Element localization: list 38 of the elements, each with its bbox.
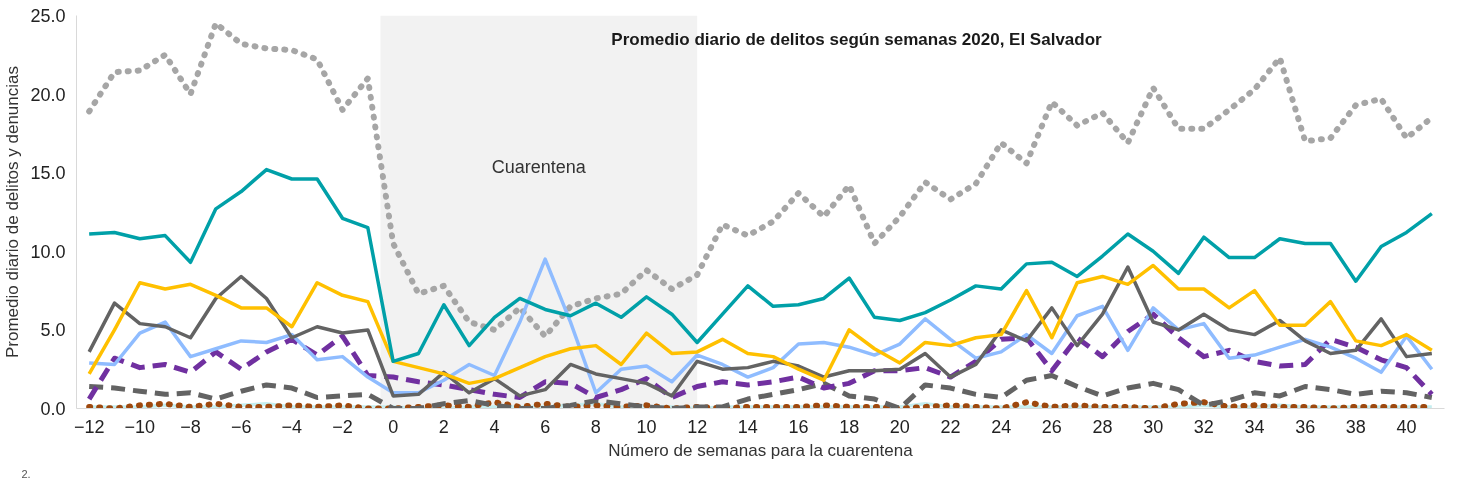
- y-tick-label: 15.0: [30, 163, 66, 184]
- text: Promedio diario de delitos según semanas 2020, El Salvador: [611, 29, 1103, 49]
- y-axis-title: Promedio diario de delitos y denuncias: [3, 65, 23, 358]
- text: 2.: [21, 467, 31, 480]
- y-tick-label: 10.0: [30, 241, 66, 262]
- x-tick-label: −4: [281, 416, 303, 437]
- x-tick-label: −2: [332, 416, 353, 437]
- band-label: Cuarentena: [491, 157, 587, 178]
- y-tick-label: 5.0: [40, 320, 66, 341]
- x-tick-label: 32: [1193, 416, 1214, 437]
- x-tick-label: 0: [388, 416, 399, 437]
- x-tick-label: 24: [991, 416, 1012, 437]
- x-tick-label: 18: [839, 416, 860, 437]
- x-tick-label: 10: [636, 416, 657, 437]
- x-tick-label: 4: [489, 416, 500, 437]
- x-tick-label: −12: [73, 416, 105, 437]
- x-tick-label: 28: [1092, 416, 1113, 437]
- x-tick-label: 14: [737, 416, 758, 437]
- x-tick-label: 26: [1041, 416, 1062, 437]
- x-tick-label: 16: [788, 416, 809, 437]
- y-tick-label: 20.0: [30, 84, 66, 105]
- y-tick-label: 25.0: [30, 6, 66, 26]
- x-tick-label: 36: [1295, 416, 1316, 437]
- y-tick-label: 0.0: [40, 399, 66, 419]
- x-tick-label: 22: [940, 416, 961, 437]
- x-tick-label: 20: [889, 416, 910, 437]
- x-axis-title: Número de semanas para la cuarentena: [608, 440, 914, 460]
- x-tick-label: 34: [1244, 416, 1265, 437]
- x-tick-label: 6: [540, 416, 551, 437]
- x-tick-label: −6: [230, 416, 252, 437]
- x-tick-label: 38: [1345, 416, 1366, 437]
- x-tick-label: −10: [124, 416, 156, 437]
- x-tick-label: 2: [438, 416, 449, 437]
- x-tick-label: 8: [590, 416, 601, 437]
- x-tick-label: 40: [1396, 416, 1417, 437]
- x-tick-label: −8: [180, 416, 201, 437]
- x-tick-label: 12: [687, 416, 708, 437]
- x-tick-label: 30: [1143, 416, 1164, 437]
